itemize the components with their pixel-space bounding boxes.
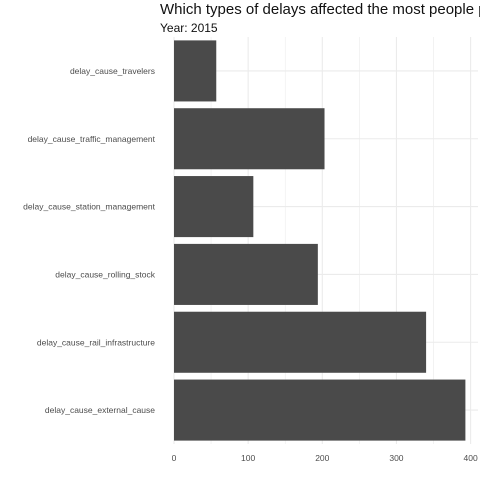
x-tick-label: 0 — [172, 453, 177, 463]
bar — [174, 243, 318, 305]
x-tick-label: 200 — [315, 453, 329, 463]
chart-subtitle: Year: 2015 — [160, 21, 218, 35]
y-tick-label: delay_cause_traffic_management — [28, 134, 156, 144]
y-axis-labels: delay_cause_external_cause delay_cause_ra… — [23, 66, 156, 415]
x-tick-label: 100 — [241, 453, 255, 463]
bar — [174, 379, 466, 441]
bars — [174, 40, 466, 441]
x-tick-label: 300 — [389, 453, 403, 463]
bar — [174, 108, 325, 170]
y-tick-label: delay_cause_station_management — [23, 202, 155, 212]
bar — [174, 176, 254, 238]
bar — [174, 311, 427, 373]
x-axis-labels: 0 100 200 300 400 — [172, 453, 478, 463]
y-tick-label: delay_cause_rolling_stock — [55, 269, 155, 279]
y-tick-label: delay_cause_rail_infrastructure — [37, 337, 155, 347]
y-tick-label: delay_cause_external_cause — [45, 405, 155, 415]
bar — [174, 40, 217, 102]
y-tick-label: delay_cause_travelers — [70, 66, 155, 76]
chart-title: Which types of delays affected the most … — [160, 1, 480, 18]
x-tick-label: 400 — [463, 453, 477, 463]
